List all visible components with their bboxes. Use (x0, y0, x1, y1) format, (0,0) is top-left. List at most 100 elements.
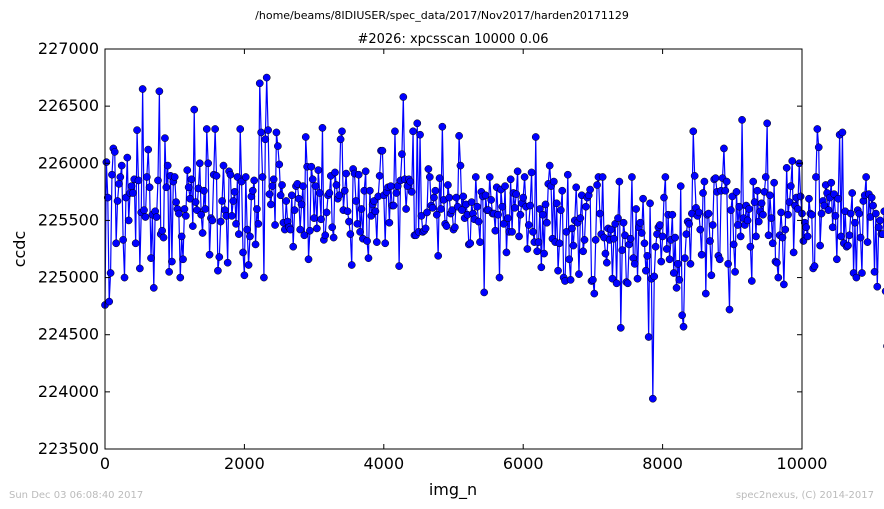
data-point (749, 177, 758, 186)
data-point (534, 238, 543, 246)
data-point (766, 191, 774, 200)
data-point (602, 258, 611, 267)
data-point (353, 220, 362, 228)
data-point (672, 284, 681, 292)
data-point (147, 254, 155, 262)
data-point (685, 220, 693, 228)
data-point (282, 197, 291, 205)
data-point (651, 242, 660, 251)
data-point (729, 240, 738, 249)
data-point (361, 167, 370, 176)
data-point (575, 270, 583, 278)
data-point (870, 268, 879, 276)
data-point (642, 266, 650, 275)
data-point (131, 239, 140, 248)
data-point (304, 255, 313, 264)
data-point (299, 182, 307, 190)
data-point (392, 189, 401, 197)
data-point (347, 261, 356, 269)
data-point (768, 239, 777, 248)
y-tick-label: 226500 (38, 96, 99, 115)
footer-credit: spec2nexus, (C) 2014-2017 (736, 490, 874, 501)
data-point (399, 93, 408, 101)
data-point (738, 116, 746, 124)
data-point (212, 172, 221, 180)
data-point (621, 231, 629, 240)
data-point (261, 135, 270, 144)
data-point (515, 232, 523, 241)
data-point (644, 333, 653, 341)
data-point (251, 240, 260, 249)
data-point (428, 204, 437, 212)
data-point (236, 125, 245, 133)
data-point (880, 207, 884, 216)
data-point (133, 126, 141, 134)
data-point (476, 238, 484, 246)
x-tick-label: 10000 (777, 454, 828, 473)
data-point (774, 273, 783, 282)
data-point (524, 221, 533, 229)
data-point (750, 198, 759, 206)
data-point (494, 210, 502, 219)
data-point (197, 210, 206, 219)
data-point (757, 199, 766, 208)
data-point (697, 250, 706, 259)
data-point (115, 180, 123, 188)
data-point (343, 207, 352, 216)
data-point (406, 177, 415, 186)
data-point (371, 207, 380, 216)
data-point (287, 191, 296, 200)
data-point (727, 206, 735, 214)
data-point (876, 216, 884, 225)
data-point (338, 127, 346, 136)
data-point (616, 324, 625, 332)
data-point (754, 217, 763, 226)
data-point (354, 170, 363, 179)
data-point (589, 276, 597, 284)
data-point (520, 173, 529, 181)
data-point (120, 273, 129, 282)
y-axis-label: ccdc (10, 231, 29, 268)
data-point (681, 254, 689, 262)
data-point (183, 166, 192, 174)
data-point (364, 254, 373, 262)
x-tick-label: 0 (100, 454, 110, 473)
data-point (170, 173, 179, 181)
chart-title: #2026: xpcsscan 10000 0.06 (357, 32, 548, 47)
x-tick-label: 2000 (224, 454, 265, 473)
data-point (163, 161, 172, 170)
data-point (615, 177, 624, 186)
data-point (328, 223, 337, 232)
data-point (675, 276, 684, 284)
data-point (254, 220, 263, 228)
data-point (325, 189, 334, 197)
data-point (264, 126, 272, 134)
data-point (473, 202, 482, 211)
data-point (110, 148, 119, 156)
data-point (694, 208, 703, 217)
data-point (239, 248, 247, 257)
data-point (814, 143, 823, 152)
data-point (161, 134, 169, 142)
data-point (655, 221, 664, 229)
data-point (867, 193, 876, 202)
data-point (103, 193, 112, 202)
data-point (402, 205, 410, 213)
data-point (186, 194, 194, 203)
data-point (191, 198, 200, 206)
data-point (172, 198, 180, 206)
data-point (502, 248, 511, 257)
data-point (662, 245, 671, 253)
data-point (269, 175, 278, 184)
data-point (215, 253, 224, 261)
data-point (438, 122, 447, 131)
data-point (770, 178, 778, 187)
data-point (533, 247, 541, 256)
data-point (391, 127, 399, 136)
data-point (498, 202, 507, 211)
data-point (448, 206, 456, 214)
data-point (661, 173, 670, 181)
data-point (255, 79, 264, 88)
data-point (614, 214, 622, 222)
data-point (332, 181, 341, 189)
